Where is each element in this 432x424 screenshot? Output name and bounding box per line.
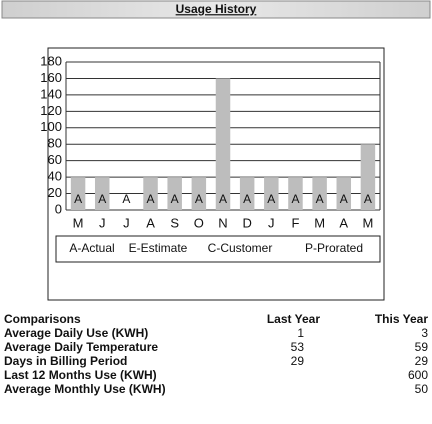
x-tick-label: D — [242, 215, 251, 230]
x-tick-label: J — [99, 215, 106, 230]
x-tick-label: M — [363, 215, 374, 230]
table-value: 29 — [291, 354, 305, 368]
bar — [215, 78, 231, 210]
table-value: 600 — [408, 368, 428, 382]
table-label: Last 12 Months Use (KWH) — [4, 368, 157, 382]
table-value: 50 — [415, 382, 429, 396]
read-code: A — [98, 192, 106, 206]
legend-entry: P-Prorated — [305, 241, 363, 255]
x-tick-label: O — [194, 215, 204, 230]
bar — [143, 177, 158, 210]
x-tick-label: M — [73, 215, 84, 230]
table-header: This Year — [375, 312, 428, 326]
chart-frame — [47, 47, 385, 301]
legend-entry: A-Actual — [69, 241, 114, 255]
y-tick-label: 80 — [48, 136, 62, 151]
bar — [94, 177, 110, 210]
table-value: 59 — [415, 340, 429, 354]
x-tick-label: S — [170, 215, 179, 230]
table-header: Last Year — [267, 312, 320, 326]
read-code: A — [195, 192, 203, 206]
table-value: 1 — [297, 326, 304, 340]
x-tick-label: J — [123, 215, 130, 230]
header-bar — [1, 0, 431, 19]
y-tick-label: 0 — [55, 201, 62, 216]
read-code: A — [291, 192, 299, 206]
legend-entry: E-Estimate — [129, 241, 188, 255]
x-tick-label: N — [218, 215, 227, 230]
read-code: A — [219, 192, 227, 206]
bar — [167, 177, 182, 210]
x-tick-label: M — [314, 215, 325, 230]
y-tick-label: 60 — [48, 152, 62, 167]
read-code: A — [316, 192, 324, 206]
table-label: Average Daily Temperature — [4, 340, 158, 354]
read-code: A — [364, 192, 372, 206]
bar — [336, 177, 352, 210]
table-label: Average Daily Use (KWH) — [4, 326, 148, 340]
table-value: 29 — [415, 354, 429, 368]
x-tick-label: A — [339, 215, 348, 230]
x-tick-label: J — [268, 215, 275, 230]
y-tick-label: 100 — [40, 119, 62, 134]
bar — [312, 177, 327, 210]
legend-box — [55, 235, 381, 263]
table-header: Comparisons — [4, 312, 81, 326]
y-tick-label: 140 — [40, 86, 62, 101]
y-tick-label: 160 — [40, 70, 62, 85]
read-code: A — [340, 192, 348, 206]
table-label: Average Monthly Use (KWH) — [4, 382, 166, 396]
y-tick-label: 120 — [40, 103, 62, 118]
y-tick-label: 40 — [48, 169, 62, 184]
x-tick-label: A — [146, 215, 155, 230]
read-code: A — [122, 192, 130, 206]
table-value: 3 — [421, 326, 428, 340]
x-tick-label: F — [291, 215, 299, 230]
bar — [70, 177, 86, 210]
y-tick-label: 180 — [40, 53, 62, 68]
table-label: Days in Billing Period — [4, 354, 127, 368]
bar — [288, 177, 303, 210]
read-code: A — [74, 192, 82, 206]
read-code: A — [171, 192, 179, 206]
bar — [360, 144, 376, 210]
bar — [239, 177, 255, 210]
read-code: A — [147, 192, 155, 206]
bar — [191, 177, 207, 210]
table-value: 53 — [291, 340, 305, 354]
read-code: A — [243, 192, 251, 206]
legend-entry: C-Customer — [208, 241, 273, 255]
bar — [264, 177, 279, 210]
y-tick-label: 20 — [48, 185, 62, 200]
read-code: A — [267, 192, 275, 206]
header-title: Usage History — [176, 2, 257, 16]
